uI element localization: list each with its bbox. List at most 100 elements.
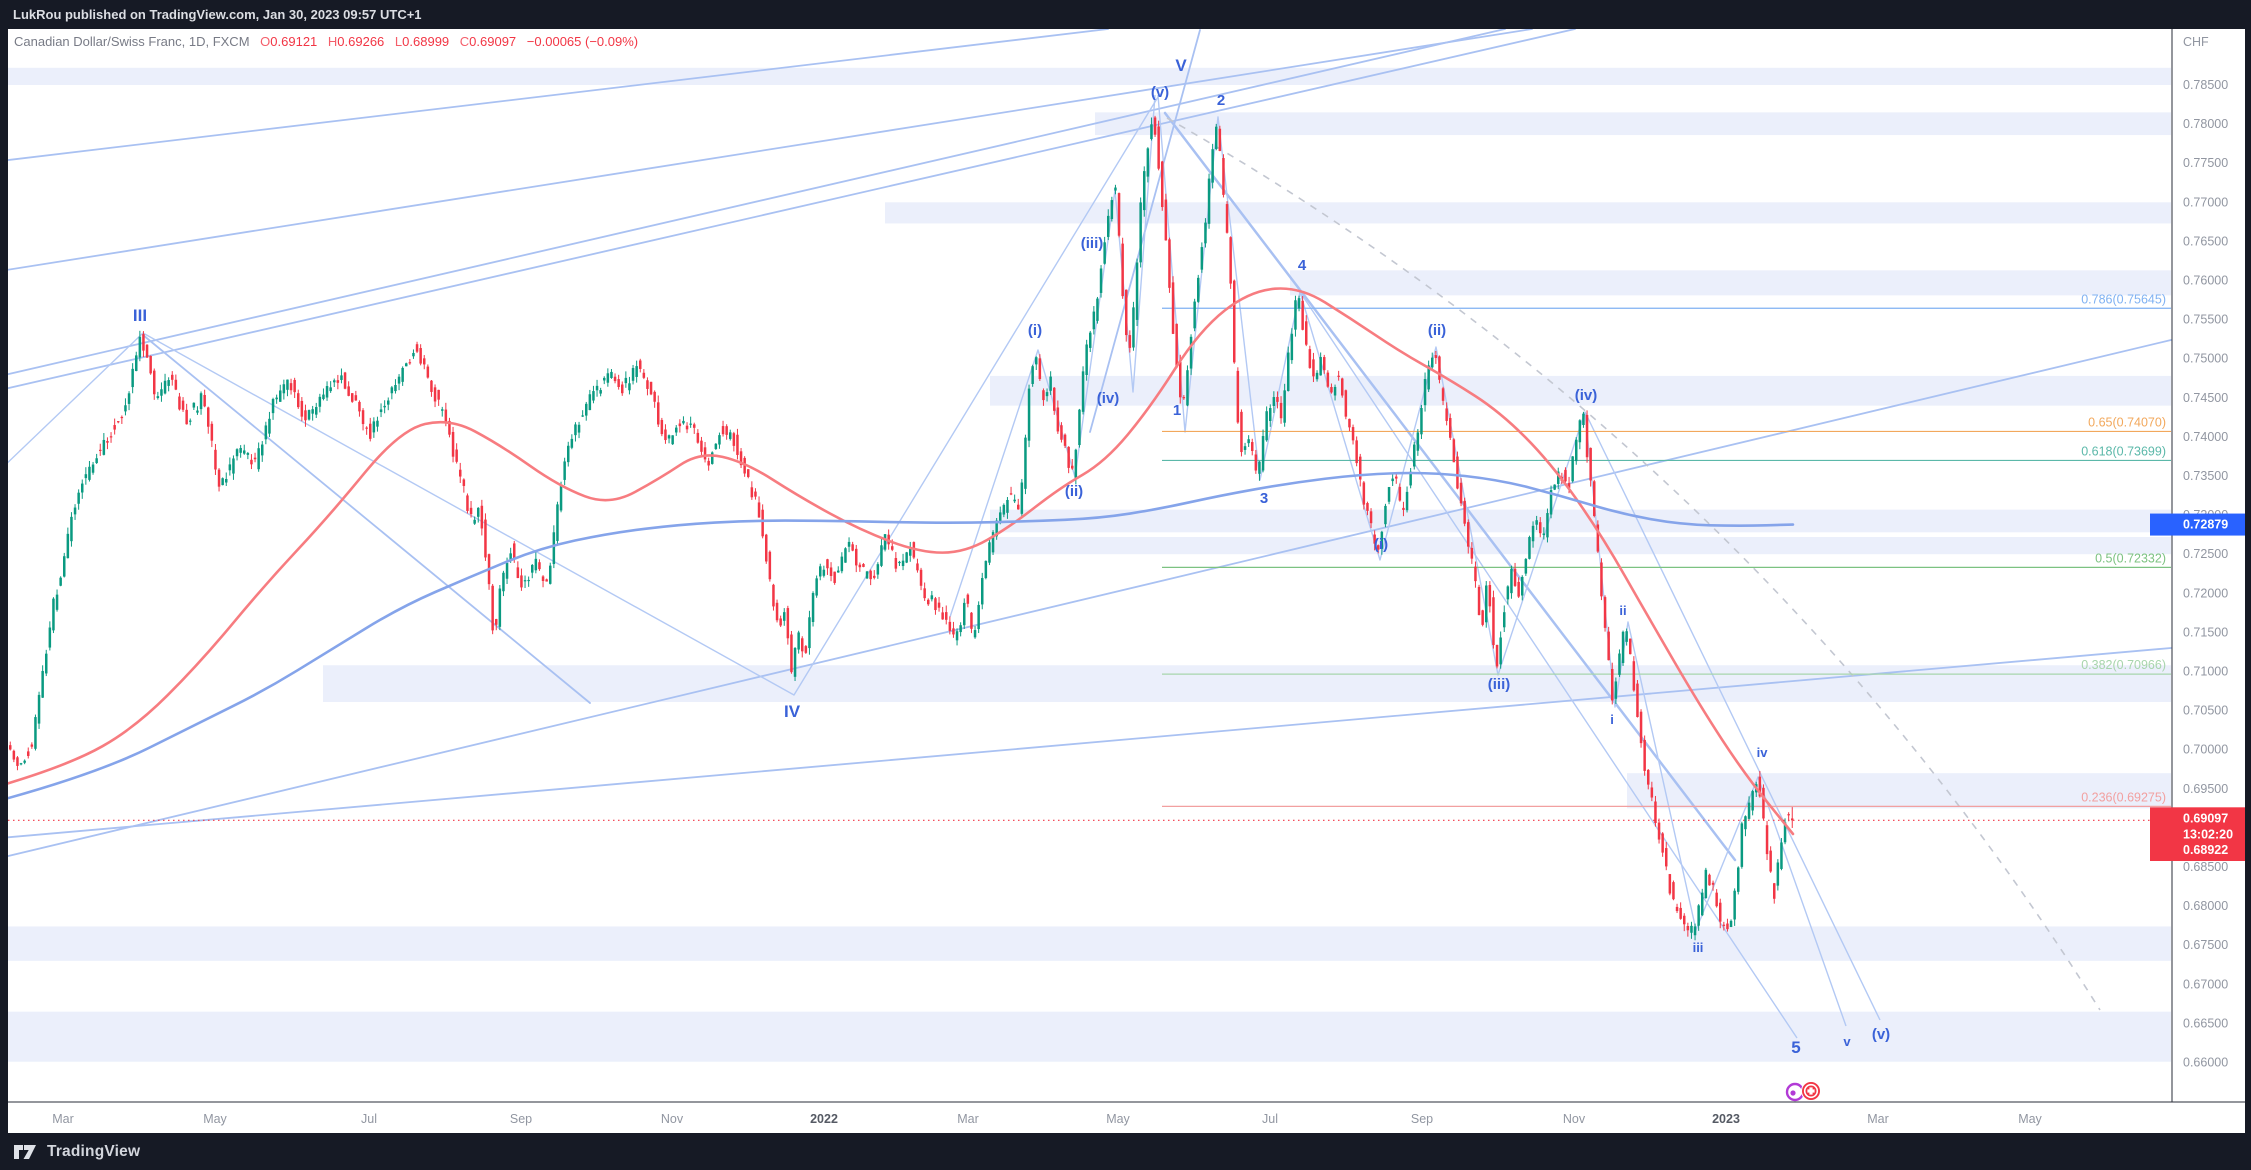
candle-body <box>1089 332 1092 348</box>
candle-body <box>639 360 642 369</box>
candle-body <box>279 390 282 402</box>
ma-red[interactable] <box>8 287 1795 836</box>
ma-blue-badge <box>2150 513 2251 536</box>
trendline[interactable] <box>8 29 1533 271</box>
symbol-title: Canadian Dollar/Swiss Franc, 1D, FXCM <box>14 34 250 49</box>
trendline[interactable] <box>142 334 591 704</box>
candle-body <box>1510 568 1513 594</box>
candle-body <box>113 425 116 430</box>
candle-body <box>747 469 750 477</box>
elliott-zigzag[interactable] <box>8 96 1159 696</box>
time-tick-May: May <box>2018 1112 2042 1126</box>
candle-body <box>336 380 340 383</box>
candle-body <box>448 420 451 435</box>
candle-body <box>581 415 584 417</box>
candle-body <box>1744 816 1747 830</box>
tradingview-logo[interactable]: TradingView <box>13 1142 140 1162</box>
fib-label: 0.236(0.69275) <box>2081 790 2166 804</box>
candle-body <box>1693 926 1697 936</box>
trendline[interactable] <box>8 29 1109 161</box>
candle-body <box>318 396 322 407</box>
trendline[interactable] <box>8 29 1506 376</box>
plot-area[interactable]: 0.786(0.75645) 0.65(0.74070) 0.618(0.73699… <box>8 29 2172 1102</box>
trendline[interactable] <box>8 29 1576 390</box>
candle-body <box>1229 237 1232 284</box>
candle-body <box>793 648 797 677</box>
low-label: L <box>394 34 403 49</box>
candle-body <box>1517 581 1520 597</box>
candle-body <box>1139 202 1142 263</box>
candle-body <box>1121 243 1124 297</box>
candle-body <box>840 556 844 572</box>
candle-body <box>862 564 865 567</box>
candle-body <box>786 608 790 639</box>
candle-body <box>826 559 829 569</box>
candle-body <box>149 355 152 374</box>
trendline[interactable] <box>1163 111 1737 862</box>
candle-body <box>1243 446 1247 450</box>
elliott-zigzag[interactable] <box>1299 291 1881 1021</box>
chart-plot[interactable]: 0.786(0.75645) 0.65(0.74070) 0.618(0.73699… <box>8 29 2251 1133</box>
fib-retracement: 0.786(0.75645) 0.65(0.74070) 0.618(0.73699… <box>1162 292 2171 807</box>
close-label: C <box>459 34 470 49</box>
candle-body <box>977 604 980 630</box>
candle-body <box>354 395 358 401</box>
price-tick: 0.67000 <box>2183 977 2228 991</box>
candle-body <box>891 546 894 550</box>
candle-body <box>1780 842 1783 869</box>
candle-body <box>1629 638 1632 655</box>
candle-body <box>577 424 581 433</box>
candle-body <box>646 380 649 389</box>
candle-body <box>1531 525 1535 542</box>
candle-body <box>1027 388 1031 441</box>
candle-body <box>1751 791 1754 811</box>
price-axis[interactable]: CHF 0.78500 0.78000 0.77500 0.77000 0.76500 0.… <box>2150 29 2251 1103</box>
candle-body <box>408 362 412 364</box>
high-label: H <box>327 34 338 49</box>
candle-body <box>88 466 91 480</box>
candle-body <box>693 424 696 428</box>
wave-label-4: 4 <box>1298 257 1307 274</box>
candle-body <box>1409 471 1412 486</box>
candle-body <box>588 394 592 411</box>
candle-body <box>1150 124 1153 140</box>
candle-body <box>1171 282 1175 334</box>
wave-label-5: 5 <box>1791 1038 1800 1057</box>
candle-body <box>1009 493 1013 495</box>
candle-body <box>372 421 376 433</box>
candle-body <box>973 630 977 638</box>
fib-label: 0.382(0.70966) <box>2081 658 2166 672</box>
elliott-zigzag[interactable] <box>949 94 1156 618</box>
elliott-zigzag[interactable] <box>1584 411 1847 1027</box>
candle-body <box>520 575 523 588</box>
candle-body <box>178 396 181 410</box>
trendline[interactable] <box>8 339 2172 858</box>
candle-body <box>19 763 23 765</box>
price-tick: 0.70500 <box>2183 704 2228 718</box>
candle-body <box>480 505 484 529</box>
time-axis[interactable]: Mar May Jul Sep Nov 2022 Mar May Jul Sep Nov 2023 Ma… <box>8 1101 2245 1126</box>
dashed-projection-line[interactable] <box>1166 117 2101 1011</box>
candle-body <box>667 435 671 439</box>
candle-body <box>1265 411 1268 441</box>
trendline[interactable] <box>8 647 2172 839</box>
candle-body <box>1614 681 1618 699</box>
candle-body <box>873 575 876 578</box>
candle-body <box>883 534 887 550</box>
candle-body <box>1096 298 1099 321</box>
candle-body <box>729 432 732 439</box>
candle-body <box>1647 769 1650 785</box>
candle-body <box>930 595 934 600</box>
candle-body <box>1459 482 1463 504</box>
ma-red-badge <box>2150 838 2251 861</box>
candle-body <box>1456 456 1459 489</box>
candle-body <box>1423 379 1427 406</box>
ma-blue[interactable] <box>8 471 1795 800</box>
candle-body <box>1546 513 1549 538</box>
candle-body <box>1402 507 1405 510</box>
candle-body <box>1535 520 1538 525</box>
price-tick: 0.75500 <box>2183 313 2228 327</box>
candle-body <box>1657 822 1661 840</box>
idea-markers[interactable] <box>1785 1081 1821 1102</box>
candle-body <box>660 419 664 435</box>
